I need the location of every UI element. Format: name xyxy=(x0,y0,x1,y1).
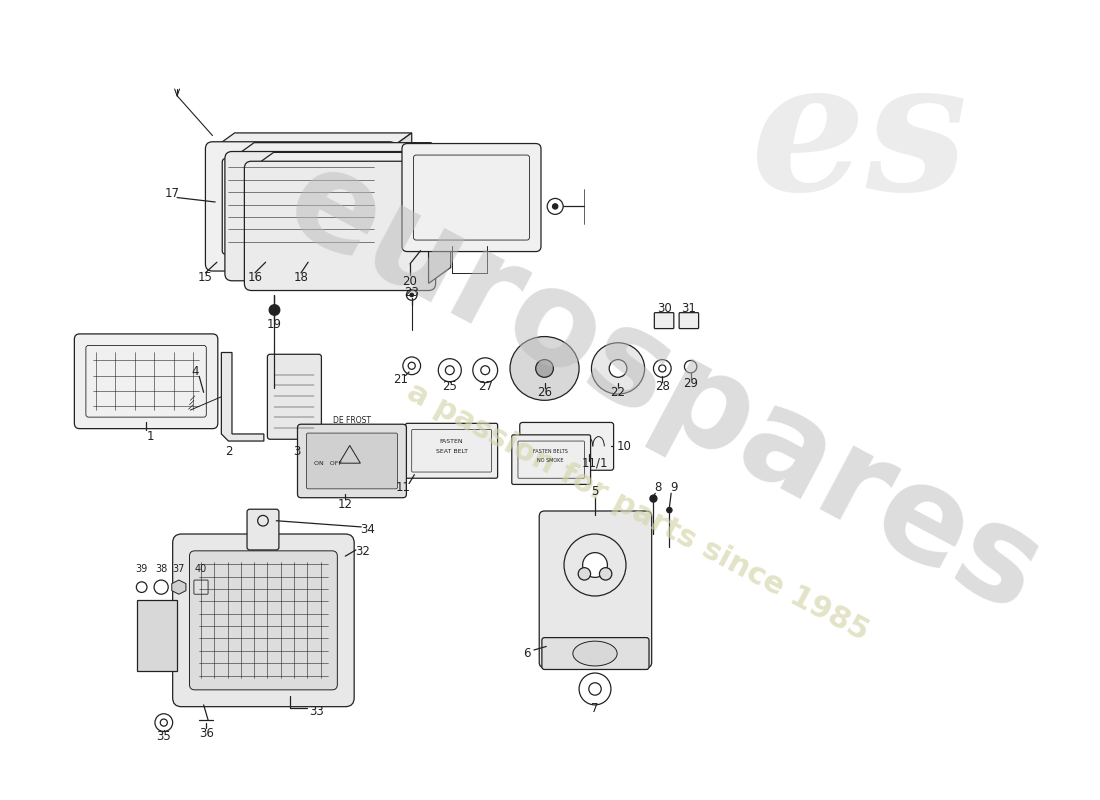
Text: 36: 36 xyxy=(199,726,213,740)
Text: a passion for parts since 1985: a passion for parts since 1985 xyxy=(402,378,873,646)
FancyBboxPatch shape xyxy=(539,511,651,668)
FancyBboxPatch shape xyxy=(267,354,321,439)
Text: 12: 12 xyxy=(338,498,353,511)
FancyBboxPatch shape xyxy=(512,435,591,485)
Polygon shape xyxy=(429,152,451,283)
FancyBboxPatch shape xyxy=(297,424,406,498)
Text: 38: 38 xyxy=(155,565,167,574)
Text: FASTEN BELTS: FASTEN BELTS xyxy=(534,449,569,454)
FancyBboxPatch shape xyxy=(406,423,497,478)
Text: 40: 40 xyxy=(195,565,207,574)
FancyBboxPatch shape xyxy=(307,433,397,489)
Text: 16: 16 xyxy=(248,270,263,284)
Circle shape xyxy=(552,204,558,209)
Text: 29: 29 xyxy=(683,377,698,390)
Text: 27: 27 xyxy=(477,380,493,393)
Text: 17: 17 xyxy=(165,186,180,200)
Circle shape xyxy=(600,568,612,580)
Text: DE FROST: DE FROST xyxy=(333,416,372,425)
FancyBboxPatch shape xyxy=(75,334,218,429)
Circle shape xyxy=(270,305,279,315)
Polygon shape xyxy=(221,353,264,441)
Text: 28: 28 xyxy=(654,380,670,393)
Text: 20: 20 xyxy=(403,275,417,288)
Text: 18: 18 xyxy=(294,270,308,284)
Text: 5: 5 xyxy=(592,485,598,498)
Text: 23: 23 xyxy=(405,286,419,298)
Polygon shape xyxy=(232,142,431,158)
Ellipse shape xyxy=(573,641,617,666)
Circle shape xyxy=(536,359,553,378)
Text: 35: 35 xyxy=(156,730,172,743)
Text: 26: 26 xyxy=(537,386,552,399)
Text: 33: 33 xyxy=(309,705,323,718)
Text: 8: 8 xyxy=(654,482,661,494)
Text: 34: 34 xyxy=(360,523,375,536)
Text: 7: 7 xyxy=(592,702,598,715)
FancyBboxPatch shape xyxy=(173,534,354,706)
Text: 10: 10 xyxy=(617,440,631,453)
Circle shape xyxy=(583,553,607,578)
Text: FASTEN: FASTEN xyxy=(440,438,463,443)
Text: eurospares: eurospares xyxy=(266,136,1063,640)
Text: 31: 31 xyxy=(681,302,696,314)
Text: 21: 21 xyxy=(393,373,408,386)
Text: 25: 25 xyxy=(442,380,458,393)
Polygon shape xyxy=(172,580,186,594)
Circle shape xyxy=(667,507,672,513)
Circle shape xyxy=(410,293,414,297)
Text: 11: 11 xyxy=(395,481,410,494)
FancyBboxPatch shape xyxy=(402,143,541,251)
Circle shape xyxy=(609,359,627,378)
Text: NO SMOKE: NO SMOKE xyxy=(538,458,564,463)
FancyBboxPatch shape xyxy=(206,142,397,271)
Text: 1: 1 xyxy=(146,430,154,443)
Text: 11/1: 11/1 xyxy=(582,457,608,470)
FancyBboxPatch shape xyxy=(519,422,614,470)
Text: 37: 37 xyxy=(173,565,185,574)
Text: 4: 4 xyxy=(191,366,198,378)
Text: 15: 15 xyxy=(198,270,213,284)
Text: 39: 39 xyxy=(135,565,147,574)
Ellipse shape xyxy=(510,337,579,400)
Text: 19: 19 xyxy=(267,318,282,330)
FancyBboxPatch shape xyxy=(654,313,674,329)
Polygon shape xyxy=(409,142,431,274)
Text: 22: 22 xyxy=(610,386,626,399)
FancyBboxPatch shape xyxy=(248,510,279,550)
Polygon shape xyxy=(138,601,177,671)
Text: 3: 3 xyxy=(293,445,300,458)
Text: 30: 30 xyxy=(657,302,671,314)
Text: SEAT BELT: SEAT BELT xyxy=(436,449,468,454)
FancyBboxPatch shape xyxy=(189,551,338,690)
Text: 2: 2 xyxy=(224,445,232,458)
Text: es: es xyxy=(750,52,967,228)
Polygon shape xyxy=(212,133,411,149)
Text: ON   OFF: ON OFF xyxy=(314,461,342,466)
FancyBboxPatch shape xyxy=(224,151,416,281)
Text: 9: 9 xyxy=(670,482,678,494)
Circle shape xyxy=(579,568,591,580)
FancyBboxPatch shape xyxy=(679,313,699,329)
Circle shape xyxy=(650,495,657,502)
FancyBboxPatch shape xyxy=(244,162,436,290)
FancyBboxPatch shape xyxy=(542,638,649,670)
Text: 6: 6 xyxy=(524,647,530,660)
Polygon shape xyxy=(389,133,411,264)
Ellipse shape xyxy=(592,342,645,394)
FancyBboxPatch shape xyxy=(194,580,208,594)
Text: 32: 32 xyxy=(355,546,371,558)
Polygon shape xyxy=(252,152,451,168)
